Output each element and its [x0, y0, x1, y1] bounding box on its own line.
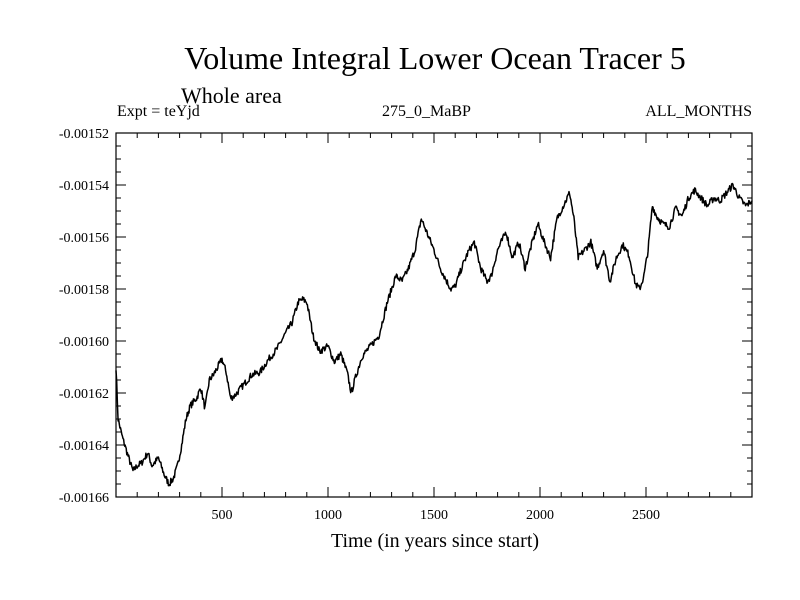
- y-tick-labels: -0.00152 -0.00154 -0.00156 -0.00158 -0.00160…: [59, 127, 109, 506]
- y-tick-label: -0.00158: [59, 283, 109, 298]
- chart-title: Volume Integral Lower Ocean Tracer 5: [184, 40, 686, 76]
- x-axis-label: Time (in years since start): [330, 530, 540, 552]
- experiment-label: Expt = teYjd: [117, 103, 200, 120]
- x-tick-label: 1500: [420, 508, 448, 523]
- y-tick-label: -0.00154: [59, 179, 109, 194]
- x-tick-label: 500: [212, 508, 233, 523]
- chart-subtitle: Whole area: [181, 83, 282, 108]
- y-tick-label: -0.00166: [59, 491, 109, 506]
- y-tick-label: -0.00160: [59, 335, 109, 350]
- x-tick-label: 1000: [314, 508, 342, 523]
- x-tick-label: 2000: [526, 508, 554, 523]
- series-line-tracer-5: [115, 182, 753, 487]
- axis-ticks: [116, 132, 752, 498]
- x-tick-label: 2500: [632, 508, 660, 523]
- y-tick-label: -0.00152: [59, 127, 109, 142]
- months-label: ALL_MONTHS: [645, 103, 752, 120]
- y-tick-label: -0.00162: [59, 387, 109, 402]
- plot-frame: [115, 132, 753, 498]
- y-tick-label: -0.00164: [59, 439, 109, 454]
- y-tick-label: -0.00156: [59, 231, 109, 246]
- x-tick-labels: 500 1000 1500 2000 2500: [212, 508, 661, 523]
- period-label: 275_0_MaBP: [382, 103, 471, 120]
